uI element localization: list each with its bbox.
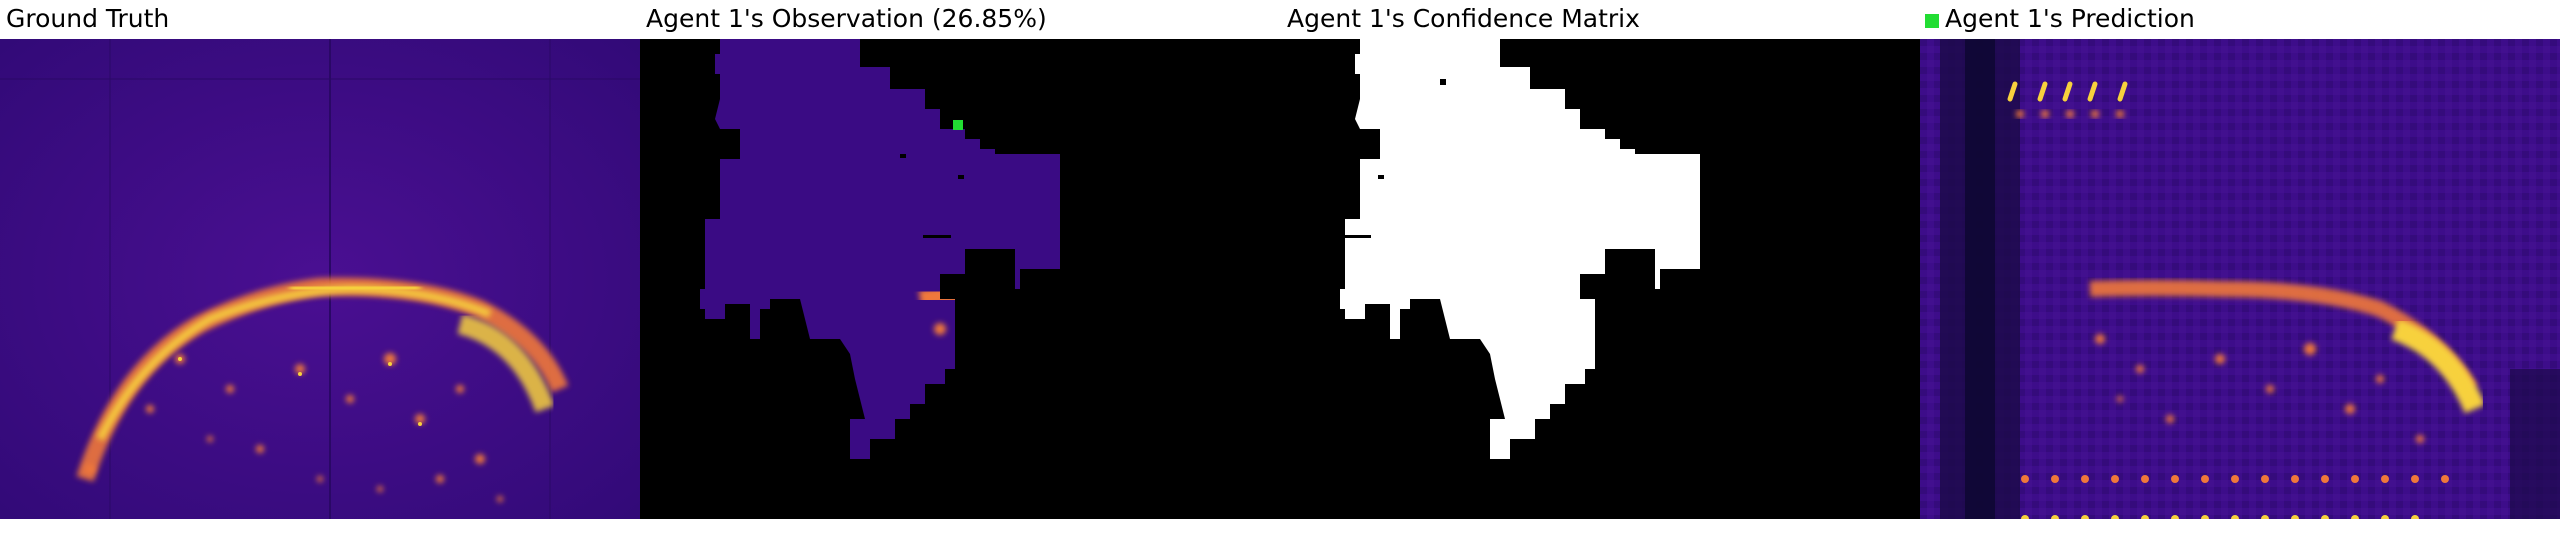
- confidence-title: Agent 1's Confidence Matrix: [1287, 4, 1640, 33]
- agent-marker-legend-icon: [1925, 14, 1939, 28]
- confidence-matrix-image: [1280, 39, 1920, 519]
- observation-image: [640, 39, 1280, 519]
- observation-title: Agent 1's Observation (26.85%): [646, 4, 1047, 33]
- agent-marker: [953, 120, 963, 130]
- prediction-title-wrap: Agent 1's Prediction: [1925, 3, 2195, 35]
- ground-truth-title: Ground Truth: [6, 4, 170, 33]
- ground-truth-image: [0, 39, 640, 519]
- prediction-image: [1920, 39, 2560, 519]
- prediction-title: Agent 1's Prediction: [1945, 4, 2195, 33]
